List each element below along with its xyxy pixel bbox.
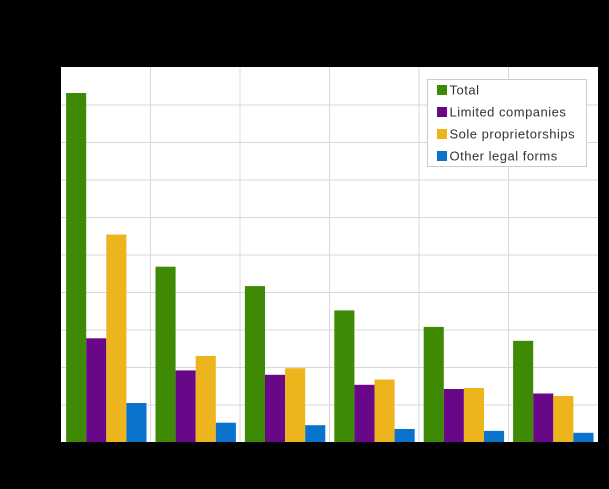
svg-text:Sole proprietorships: Sole proprietorships bbox=[450, 127, 576, 142]
svg-text:Other legal forms: Other legal forms bbox=[450, 149, 558, 164]
svg-text:Limited companies: Limited companies bbox=[450, 105, 567, 120]
svg-text:Total: Total bbox=[450, 83, 480, 98]
